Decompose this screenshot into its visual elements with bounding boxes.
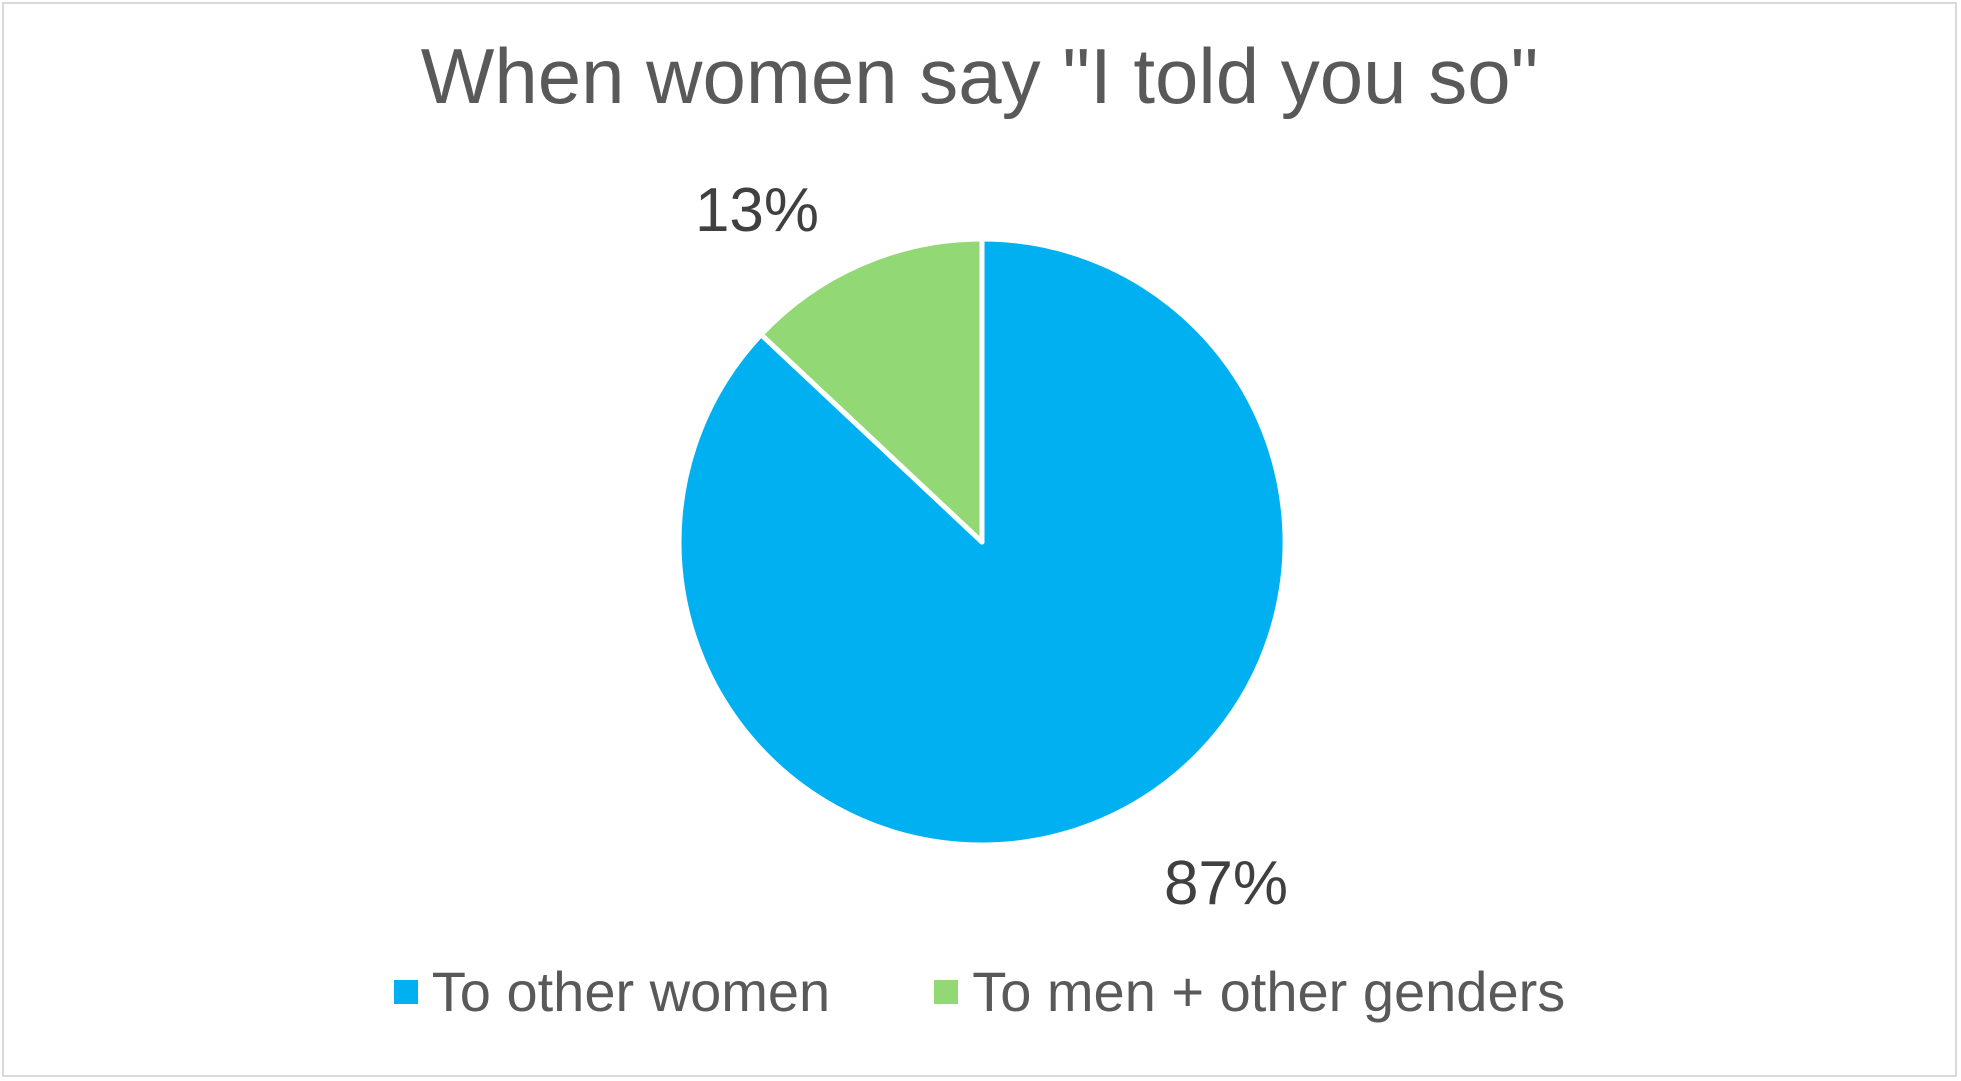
legend-label-other-women: To other women <box>431 960 831 1023</box>
data-label-other-women: 87% <box>1164 849 1288 918</box>
legend-item-men-other-genders: To men + other genders <box>934 964 1565 1020</box>
data-label-men-other-genders: 13% <box>695 176 819 245</box>
chart-title: When women say "I told you so" <box>420 32 1539 120</box>
legend-label-men-other-genders: To men + other genders <box>972 960 1566 1023</box>
legend-swatch-other-women <box>393 980 418 1004</box>
pie-slice-men-other-genders <box>758 236 985 545</box>
pie-chart: 87% 13% <box>676 176 1288 918</box>
legend-swatch-men-other-genders <box>934 980 959 1004</box>
legend-item-other-women: To other women <box>393 960 831 1023</box>
legend: To other women To men + other genders <box>4 964 1955 1020</box>
